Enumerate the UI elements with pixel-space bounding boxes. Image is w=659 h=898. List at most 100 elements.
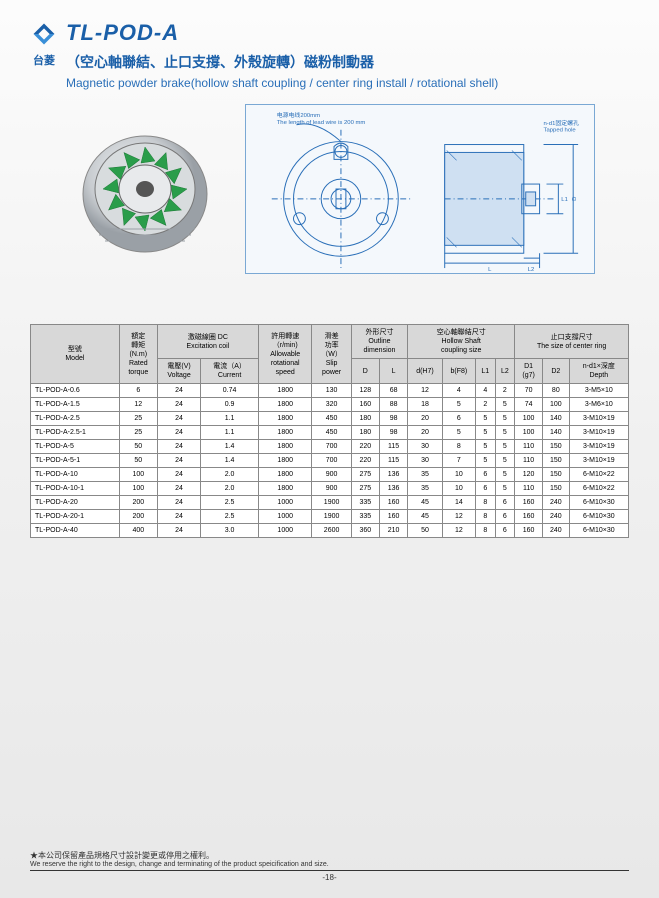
table-cell: 5	[495, 398, 515, 412]
table-cell: 210	[379, 524, 407, 538]
table-cell: 12	[442, 524, 475, 538]
table-cell: 35	[408, 482, 442, 496]
table-cell: 10	[442, 468, 475, 482]
table-cell: 6	[495, 524, 515, 538]
footer-note-cn: ★本公司保留產品規格尺寸設計變更或停用之權利。	[30, 850, 629, 861]
table-cell: 5	[495, 412, 515, 426]
table-cell: 2.0	[201, 468, 259, 482]
brand-cn-label: 台菱	[33, 52, 55, 68]
table-cell: 2600	[312, 524, 351, 538]
table-cell: TL-POD-A-5	[31, 440, 120, 454]
table-cell: 70	[515, 384, 543, 398]
table-cell: 136	[379, 482, 407, 496]
dim-D: D	[572, 197, 578, 201]
table-cell: 3-M5×10	[569, 384, 628, 398]
table-cell: 150	[543, 482, 570, 496]
lead-wire-label-cn: 电源电线200mm	[276, 111, 319, 119]
table-cell: 115	[379, 454, 407, 468]
table-cell: 128	[351, 384, 379, 398]
table-cell: 1.4	[201, 440, 259, 454]
table-cell: 3-M10×19	[569, 412, 628, 426]
table-cell: 24	[157, 468, 200, 482]
title-block: TL-POD-A （空心軸聯結、止口支撐、外殼旋轉）磁粉制動器 Magnetic…	[66, 20, 498, 90]
table-cell: 10	[442, 482, 475, 496]
th-D1: D1(g7)	[515, 359, 543, 384]
table-cell: 50	[119, 454, 157, 468]
table-cell: 1800	[258, 426, 312, 440]
table-cell: 20	[408, 412, 442, 426]
table-cell: 1900	[312, 510, 351, 524]
table-cell: TL-POD-A-10-1	[31, 482, 120, 496]
table-row: TL-POD-A-20200242.5100019003351604514861…	[31, 496, 629, 510]
table-cell: 74	[515, 398, 543, 412]
table-cell: 1.4	[201, 454, 259, 468]
table-cell: 220	[351, 440, 379, 454]
table-cell: 115	[379, 440, 407, 454]
table-cell: 1000	[258, 496, 312, 510]
product-photo	[65, 109, 225, 269]
table-cell: TL-POD-A-1.5	[31, 398, 120, 412]
table-cell: 24	[157, 510, 200, 524]
table-cell: 140	[543, 412, 570, 426]
table-cell: 24	[157, 496, 200, 510]
table-cell: 0.74	[201, 384, 259, 398]
spec-table: 型號Model 額定轉矩(N.m)Ratedtorque 激磁線圈 DCExci…	[30, 324, 629, 538]
table-cell: 150	[543, 468, 570, 482]
table-cell: 2.0	[201, 482, 259, 496]
diagram-row: 电源电线200mm The length of lead wire is 200…	[30, 104, 629, 274]
footer: ★本公司保留產品規格尺寸設計變更或停用之權利。 We reserve the r…	[30, 850, 629, 882]
table-cell: 1800	[258, 468, 312, 482]
table-cell: 18	[408, 398, 442, 412]
table-cell: 1000	[258, 510, 312, 524]
table-cell: 6-M10×30	[569, 510, 628, 524]
table-cell: 900	[312, 482, 351, 496]
table-cell: 450	[312, 426, 351, 440]
table-cell: 24	[157, 426, 200, 440]
table-cell: TL-POD-A-20-1	[31, 510, 120, 524]
table-cell: 6-M10×30	[569, 496, 628, 510]
table-cell: 8	[442, 440, 475, 454]
table-cell: 80	[543, 384, 570, 398]
engineering-schematic: 电源电线200mm The length of lead wire is 200…	[245, 104, 595, 274]
th-slip: 滑差功率（W）Slippower	[312, 325, 351, 384]
dim-L1: L1	[561, 197, 568, 203]
table-cell: 7	[442, 454, 475, 468]
table-cell: TL-POD-A-2.5-1	[31, 426, 120, 440]
table-cell: 6	[495, 496, 515, 510]
table-row: TL-POD-A-550241.418007002201153085511015…	[31, 440, 629, 454]
table-cell: 160	[379, 496, 407, 510]
table-cell: 1.1	[201, 426, 259, 440]
table-cell: 98	[379, 426, 407, 440]
table-row: TL-POD-A-10100242.0180090027513635106512…	[31, 468, 629, 482]
table-row: TL-POD-A-1.512240.9180032016088185257410…	[31, 398, 629, 412]
table-cell: 12	[442, 510, 475, 524]
table-cell: 1800	[258, 384, 312, 398]
table-cell: 136	[379, 468, 407, 482]
table-cell: 200	[119, 496, 157, 510]
logo-column: 台菱	[30, 20, 58, 68]
table-cell: 2	[475, 398, 495, 412]
th-outline-group: 外形尺寸Outlinedimension	[351, 325, 408, 359]
table-cell: 275	[351, 482, 379, 496]
table-cell: 6	[495, 510, 515, 524]
spec-table-wrap: 型號Model 額定轉矩(N.m)Ratedtorque 激磁線圈 DCExci…	[30, 324, 629, 538]
table-cell: 150	[543, 454, 570, 468]
th-center-group: 止口支撐尺寸The size of center ring	[515, 325, 629, 359]
table-cell: 1.1	[201, 412, 259, 426]
table-cell: 110	[515, 454, 543, 468]
table-cell: 160	[515, 496, 543, 510]
table-cell: 5	[475, 440, 495, 454]
tapped-label-cn: n-d1固定螺孔	[543, 119, 579, 127]
table-cell: 700	[312, 440, 351, 454]
table-cell: 100	[119, 482, 157, 496]
table-cell: 1900	[312, 496, 351, 510]
table-cell: 6-M10×22	[569, 468, 628, 482]
table-cell: TL-POD-A-20	[31, 496, 120, 510]
product-subtitle-en: Magnetic powder brake(hollow shaft coupl…	[66, 76, 498, 90]
th-depth: n-d1×深度Depth	[569, 359, 628, 384]
table-cell: 2	[495, 384, 515, 398]
table-cell: 24	[157, 412, 200, 426]
table-cell: 900	[312, 468, 351, 482]
table-cell: 6	[475, 482, 495, 496]
th-torque: 額定轉矩(N.m)Ratedtorque	[119, 325, 157, 384]
